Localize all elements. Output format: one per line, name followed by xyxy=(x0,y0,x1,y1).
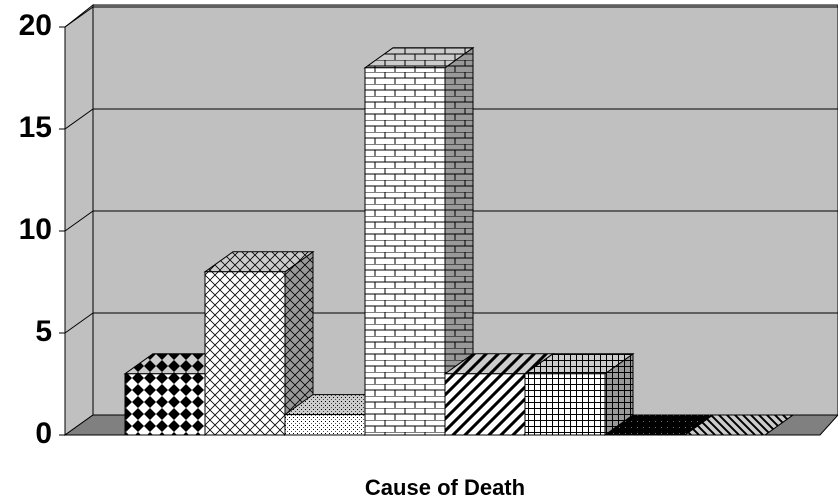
y-tick-label: 20 xyxy=(19,9,52,42)
y-tick-label: 5 xyxy=(35,315,52,348)
bar-group xyxy=(523,352,635,436)
grid-line xyxy=(64,6,94,28)
bar-side-shade xyxy=(285,251,313,435)
bar-top-shade xyxy=(685,415,793,435)
bar-top-shade xyxy=(205,251,313,272)
bar xyxy=(284,414,366,436)
bar xyxy=(444,373,526,436)
bar-group xyxy=(683,414,795,436)
bar xyxy=(364,67,446,436)
bar xyxy=(524,373,606,436)
bars xyxy=(123,46,795,436)
bar xyxy=(204,271,286,436)
bar-top-shade xyxy=(525,353,633,374)
y-tick-label: 15 xyxy=(19,111,52,144)
x-axis-title: Cause of Death xyxy=(365,475,525,500)
y-tick-label: 10 xyxy=(19,213,52,246)
bar-top-shade xyxy=(605,415,713,435)
bar-group xyxy=(363,46,475,436)
bar xyxy=(124,373,206,436)
grid-line xyxy=(64,210,94,232)
bar-group xyxy=(203,250,315,436)
bar-group xyxy=(603,414,715,436)
bar-top-shade xyxy=(445,353,553,374)
y-tick-label: 0 xyxy=(35,417,52,450)
side-wall xyxy=(64,3,94,436)
bar-top-shade xyxy=(365,47,473,68)
bar-side-shade xyxy=(445,47,473,436)
grid-line xyxy=(64,108,94,130)
bar-side-shade xyxy=(605,353,633,435)
grid-line xyxy=(64,312,94,334)
